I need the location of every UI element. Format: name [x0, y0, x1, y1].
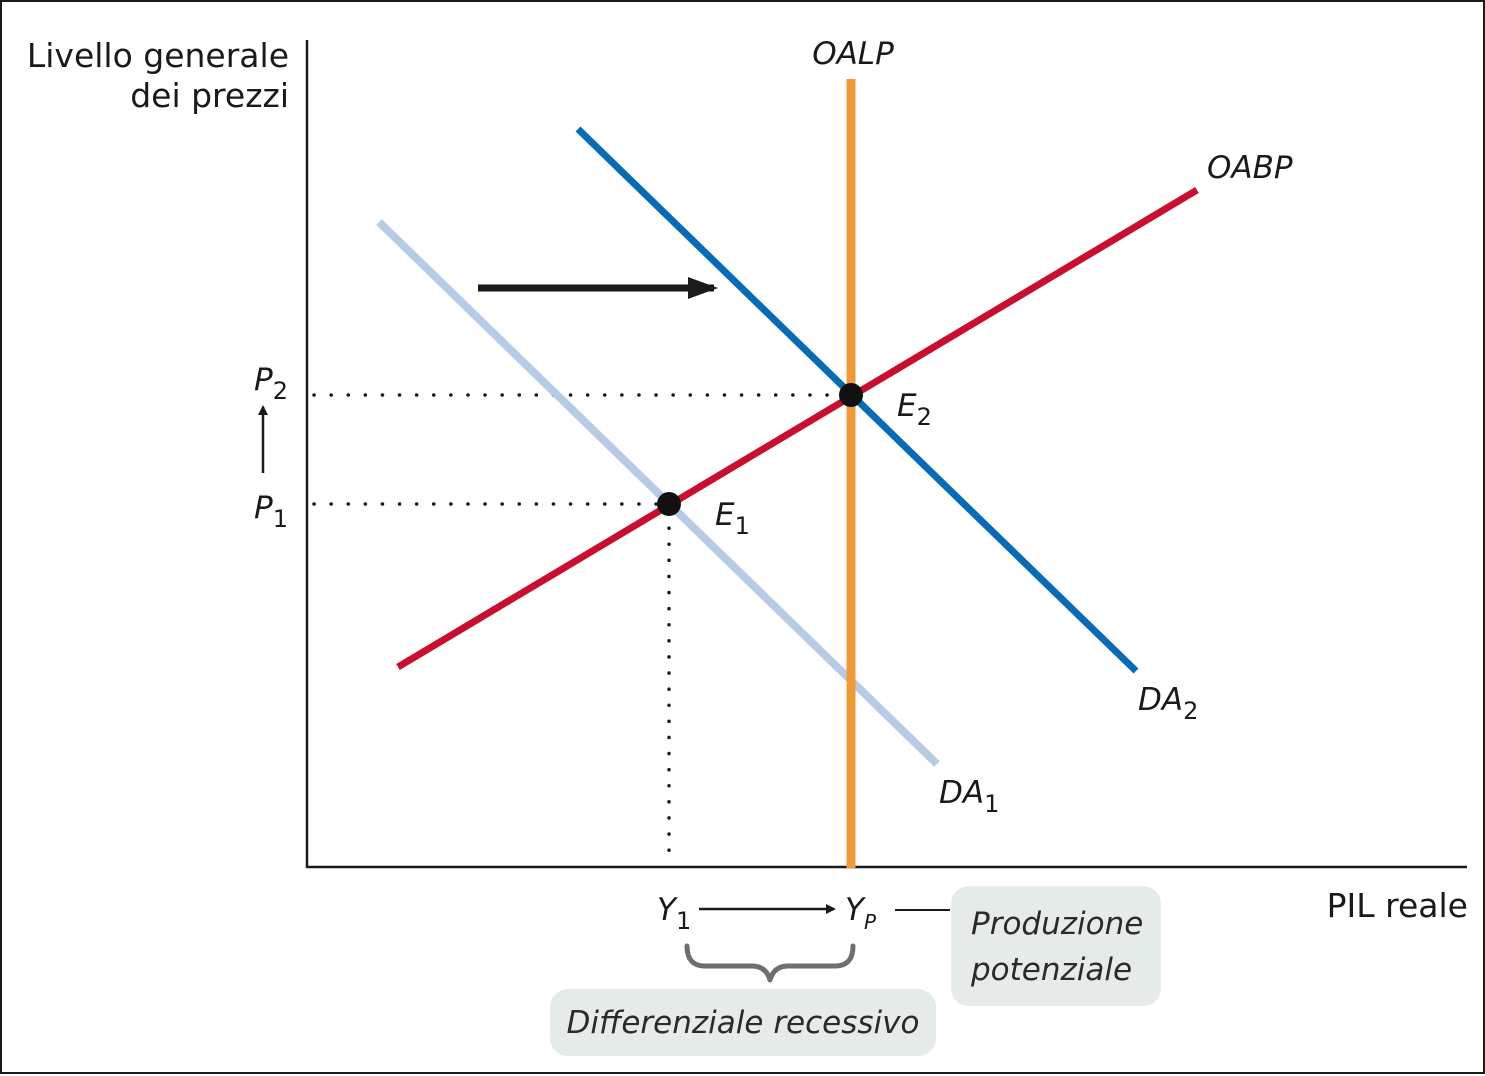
y-axis-label-line2: dei prezzi — [130, 76, 289, 115]
yp-label: YP — [845, 892, 877, 934]
potential-output-note-box — [951, 886, 1161, 1006]
ad1-label: DA1 — [939, 775, 999, 818]
x-axis-label: PIL reale — [1327, 886, 1468, 925]
lras-label: OALP — [812, 36, 894, 72]
recessionary-gap-note-box — [550, 989, 936, 1056]
p2-label: P2 — [254, 362, 288, 405]
ad2-label: DA2 — [1138, 682, 1198, 725]
recessionary-gap-brace — [684, 943, 856, 983]
recessionary-gap-note: Differenziale recessivo — [567, 1005, 920, 1041]
sras-curve — [396, 186, 1199, 671]
e2-label: E2 — [897, 388, 932, 431]
e1-label: E1 — [715, 497, 750, 540]
p1-label: P1 — [254, 490, 288, 533]
sras-label: OABP — [1207, 150, 1293, 186]
ad1-curve — [376, 219, 940, 767]
y1-label: Y1 — [657, 892, 691, 935]
equilibrium-point-e1 — [657, 492, 681, 516]
potential-output-note-line2: potenziale — [970, 952, 1132, 988]
potential-output-note-line1: Produzione — [971, 906, 1143, 942]
y-axis-label-line1: Livello generale — [27, 36, 289, 75]
equilibrium-point-e2 — [839, 383, 863, 407]
